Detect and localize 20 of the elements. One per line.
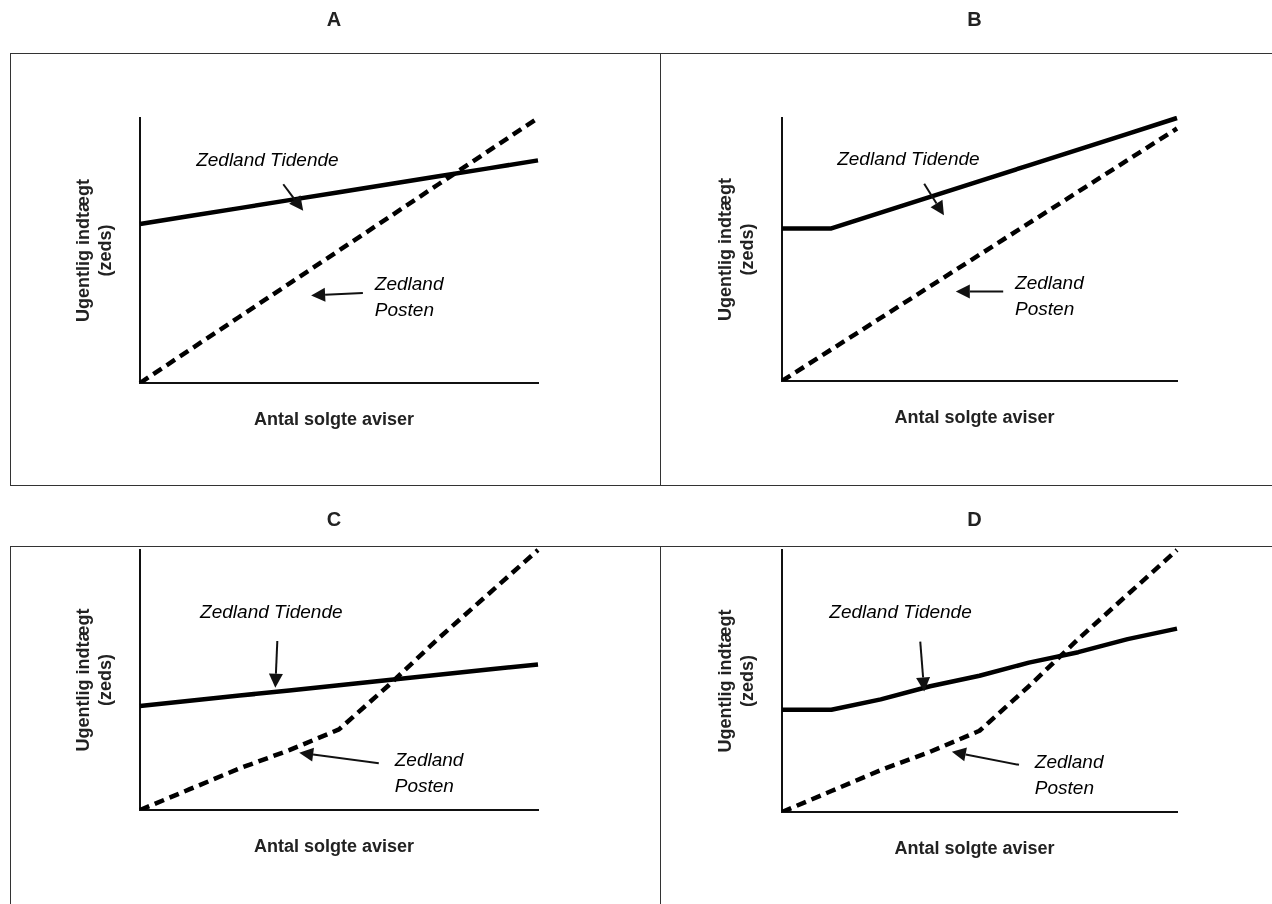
x-axis-title: Antal solgte aviser: [894, 406, 1055, 427]
text: Zedland Tidende: [828, 601, 972, 623]
chart-title: B: [967, 7, 982, 30]
chart-title: A: [326, 7, 342, 30]
y-axis-title: Ugentlig indtægt (zeds): [72, 179, 115, 322]
series-label: Zedland Posten: [1014, 271, 1086, 319]
y-axis-title: Ugentlig indtægt (zeds): [72, 608, 115, 752]
text: Zedland Tidende: [199, 600, 343, 622]
y-axis-title: Ugentlig indtægt (zeds): [714, 609, 757, 753]
chart-title: D: [967, 507, 982, 530]
text: Zedland Posten: [1033, 750, 1105, 798]
x-axis-title: Antal solgte aviser: [894, 837, 1055, 858]
y-axis-title: Ugentlig indtægt (zeds): [714, 178, 757, 321]
text: Zedland Posten: [373, 273, 445, 321]
series-label: Zedland Tidende: [195, 148, 339, 170]
x-axis-title: Antal solgte aviser: [253, 835, 415, 856]
x-axis-title: Antal solgte aviser: [253, 408, 415, 429]
chart-title: C: [326, 507, 342, 530]
series-label: Zedland Tidende: [836, 148, 980, 170]
text: Zedland Posten: [393, 748, 465, 796]
